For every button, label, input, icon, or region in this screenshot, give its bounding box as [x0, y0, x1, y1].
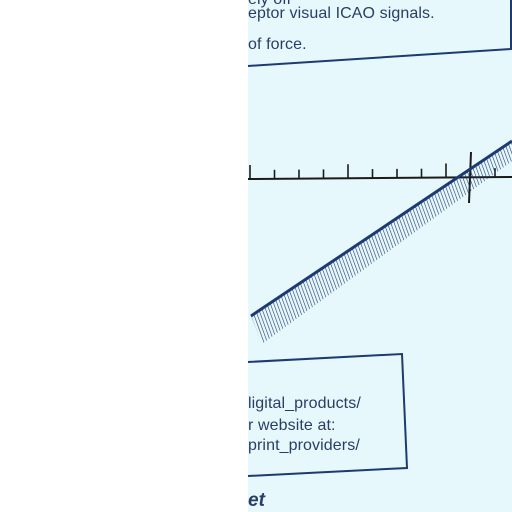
notice-text-line: eptor visual ICAO signals.	[248, 5, 435, 22]
resources-text-line: print_providers/	[248, 437, 360, 454]
resources-box-frame	[248, 352, 409, 477]
notice-box-frame	[248, 0, 512, 67]
notice-text-cut: ely ofr	[248, 0, 292, 9]
resources-text-line: ligital_products/	[248, 395, 361, 412]
notice-text-line: of force.	[248, 36, 307, 53]
resources-text-line: r website at:	[248, 417, 336, 434]
hatched-band	[250, 139, 512, 344]
document-page: ely ofr eptor visual ICAO signals. of fo…	[248, 0, 512, 512]
page-drawing	[248, 0, 512, 477]
blank-margin	[0, 0, 248, 512]
section-heading-fragment: et	[248, 490, 265, 511]
